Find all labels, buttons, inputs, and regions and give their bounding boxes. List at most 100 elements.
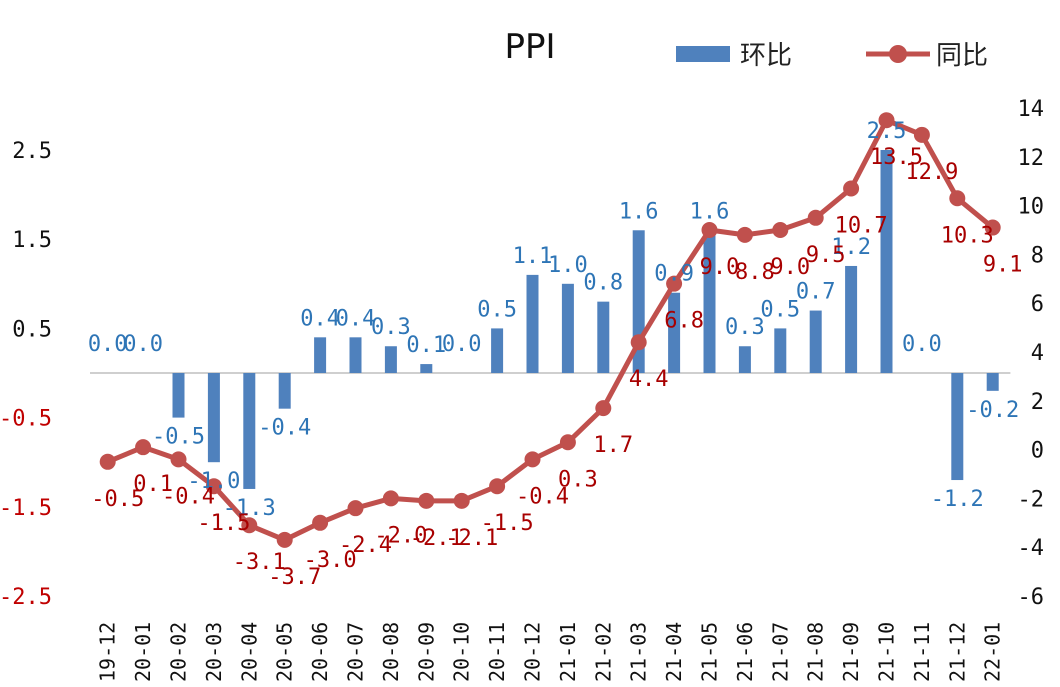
bar-22-01 xyxy=(986,373,999,391)
yoy-label-20-12: -0.4 xyxy=(516,484,569,509)
x-tick-label: 21-08 xyxy=(804,622,828,682)
yoy-label-20-04: -3.1 xyxy=(233,550,286,575)
right-axis-tick-label: 6 xyxy=(1031,292,1044,317)
bar-label-21-02: 0.8 xyxy=(583,271,623,296)
yoy-point-20-06 xyxy=(312,514,329,531)
bar-21-04 xyxy=(668,292,681,373)
x-tick-label: 21-06 xyxy=(733,622,757,682)
x-tick-label: 21-04 xyxy=(662,622,686,682)
x-tick-label: 22-01 xyxy=(981,622,1005,682)
legend-bar-label: 环比 xyxy=(740,41,792,71)
yoy-label-21-11: 12.9 xyxy=(905,160,958,185)
yoy-point-21-08 xyxy=(807,209,824,226)
legend-line-marker xyxy=(889,45,907,63)
x-tick-label: 19-12 xyxy=(96,622,120,682)
bar-21-07 xyxy=(774,328,787,373)
x-tick-label: 21-09 xyxy=(839,622,863,682)
bar-20-03 xyxy=(207,373,220,463)
bar-label-21-05: 1.6 xyxy=(690,199,730,224)
legend-bar-swatch xyxy=(676,46,730,62)
bar-label-21-11: 0.0 xyxy=(902,332,942,357)
bar-20-11 xyxy=(491,328,504,373)
legend-line-label: 同比 xyxy=(936,41,988,71)
x-tick-label: 20-05 xyxy=(273,622,297,682)
yoy-point-20-02 xyxy=(170,451,187,468)
x-tick-label: 20-10 xyxy=(450,622,474,682)
x-tick-label: 20-02 xyxy=(167,622,191,682)
right-axis-tick-label: 10 xyxy=(1018,195,1045,220)
legend: 环比 同比 xyxy=(676,41,988,71)
yoy-label-21-06: 8.8 xyxy=(735,260,775,285)
yoy-point-22-01 xyxy=(984,219,1001,236)
yoy-label-20-11: -1.5 xyxy=(481,511,534,536)
x-tick-label: 20-04 xyxy=(237,622,261,682)
bar-20-07 xyxy=(349,337,362,373)
right-axis: 14 12 10 8 6 4 2 0 -2 -4 -6 xyxy=(1018,97,1045,610)
left-axis-tick-label: -0.5 xyxy=(0,407,52,432)
x-tick-label: 21-02 xyxy=(591,622,615,682)
left-axis: 2.5 1.5 0.5 -0.5 -1.5 -2.5 xyxy=(0,139,52,610)
bar-label-20-09: 0.1 xyxy=(406,333,446,358)
bar-20-12 xyxy=(526,274,539,373)
bar-label-20-01: 0.0 xyxy=(123,332,163,357)
bar-21-05 xyxy=(703,230,716,373)
bar-label-21-09: 1.2 xyxy=(831,235,871,260)
bar-data-labels: 0.00.0-0.5-1.0-1.3-0.40.40.40.30.10.00.5… xyxy=(88,119,1019,521)
x-tick-label: 20-03 xyxy=(202,622,226,682)
yoy-point-19-12 xyxy=(99,453,116,470)
right-axis-tick-label: 14 xyxy=(1018,97,1045,122)
line-series xyxy=(99,112,1001,548)
x-tick-label: 21-05 xyxy=(698,622,722,682)
x-tick-label: 21-01 xyxy=(556,622,580,682)
x-tick-label: 20-01 xyxy=(131,622,155,682)
yoy-label-20-10: -2.1 xyxy=(445,526,498,551)
x-tick-label: 20-06 xyxy=(308,622,332,682)
left-axis-tick-label: -2.5 xyxy=(0,585,52,610)
yoy-point-21-09 xyxy=(843,180,860,197)
bar-label-20-10: 0.0 xyxy=(442,332,482,357)
bar-20-02 xyxy=(172,373,185,418)
yoy-point-20-12 xyxy=(524,451,541,468)
right-axis-tick-label: -2 xyxy=(1018,487,1045,512)
yoy-point-20-07 xyxy=(347,500,364,517)
bar-label-21-01: 1.0 xyxy=(548,253,588,278)
left-axis-tick-label: 0.5 xyxy=(12,317,52,342)
x-tick-label: 21-10 xyxy=(875,622,899,682)
yoy-label-21-10: 13.5 xyxy=(870,145,923,170)
yoy-label-21-05: 9.0 xyxy=(700,255,740,280)
bar-label-20-05: -0.4 xyxy=(258,416,311,441)
yoy-line xyxy=(106,117,995,543)
yoy-point-20-10 xyxy=(453,492,470,509)
left-axis-tick-label: -1.5 xyxy=(0,496,52,521)
yoy-label-20-09: -2.1 xyxy=(410,526,463,551)
yoy-point-20-01 xyxy=(135,439,152,456)
bar-label-21-03: 1.6 xyxy=(619,199,659,224)
bar-label-21-10: 2.5 xyxy=(867,119,907,144)
yoy-point-20-11 xyxy=(489,478,506,495)
left-axis-tick-label: 1.5 xyxy=(12,228,52,253)
bar-21-09 xyxy=(845,265,858,373)
yoy-point-20-05 xyxy=(276,531,293,548)
bar-label-20-11: 0.5 xyxy=(477,297,517,322)
yoy-label-21-02: 1.7 xyxy=(593,433,633,458)
x-tick-label: 20-07 xyxy=(344,622,368,682)
bar-label-20-04: -1.3 xyxy=(223,496,276,521)
yoy-label-20-06: -3.0 xyxy=(304,548,357,573)
bar-label-19-12: 0.0 xyxy=(88,332,128,357)
yoy-point-20-09 xyxy=(418,492,435,509)
bar-label-20-12: 1.1 xyxy=(513,244,553,269)
right-axis-tick-label: 2 xyxy=(1031,390,1044,415)
x-tick-label: 20-08 xyxy=(379,622,403,682)
yoy-label-21-04: 6.8 xyxy=(664,309,704,334)
bar-label-20-03: -1.0 xyxy=(187,469,240,494)
bar-21-06 xyxy=(738,346,751,373)
x-tick-label: 21-07 xyxy=(768,622,792,682)
yoy-point-21-03 xyxy=(630,334,647,351)
bar-21-12 xyxy=(951,373,964,481)
right-axis-tick-label: 12 xyxy=(1018,146,1045,171)
yoy-label-21-09: 10.7 xyxy=(835,214,888,239)
bar-20-09 xyxy=(420,364,433,373)
bar-21-10 xyxy=(880,150,893,373)
yoy-label-20-05: -3.7 xyxy=(268,565,321,590)
